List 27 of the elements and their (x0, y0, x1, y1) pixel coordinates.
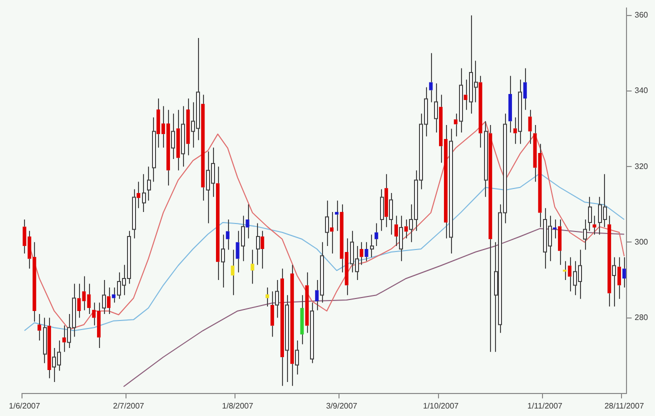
candlestick (38, 314, 42, 341)
x-tick-label: 1/8/2007 (222, 401, 254, 410)
candlestick (334, 200, 338, 232)
x-tick-label: 28/11/2007 (604, 401, 644, 410)
y-tick-label: 300 (634, 237, 649, 246)
candlestick (300, 294, 304, 345)
candlestick (364, 242, 368, 262)
candlestick (622, 256, 626, 288)
candlestick (226, 219, 230, 250)
candlestick (230, 249, 234, 296)
y-tick-label: 320 (634, 162, 649, 171)
x-tick-label: 1/11/2007 (527, 401, 563, 410)
y-tick-label: 360 (634, 10, 649, 20)
candlestick (266, 287, 270, 307)
candlestick (250, 249, 254, 284)
candlestick (558, 219, 562, 266)
x-tick-label: 1/6/2007 (8, 401, 41, 410)
candlestick (528, 109, 532, 144)
x-tick-label: 3/9/2007 (326, 401, 358, 410)
candlestick (592, 215, 596, 236)
candlestick (429, 52, 433, 103)
x-tick-label: 2/7/2007 (112, 401, 145, 410)
y-tick-label: 280 (634, 312, 649, 322)
x-tick-label: 1/10/2007 (423, 401, 460, 410)
candlestick (374, 222, 378, 246)
y-tick-label: 340 (634, 86, 649, 96)
candlestick (508, 75, 512, 134)
